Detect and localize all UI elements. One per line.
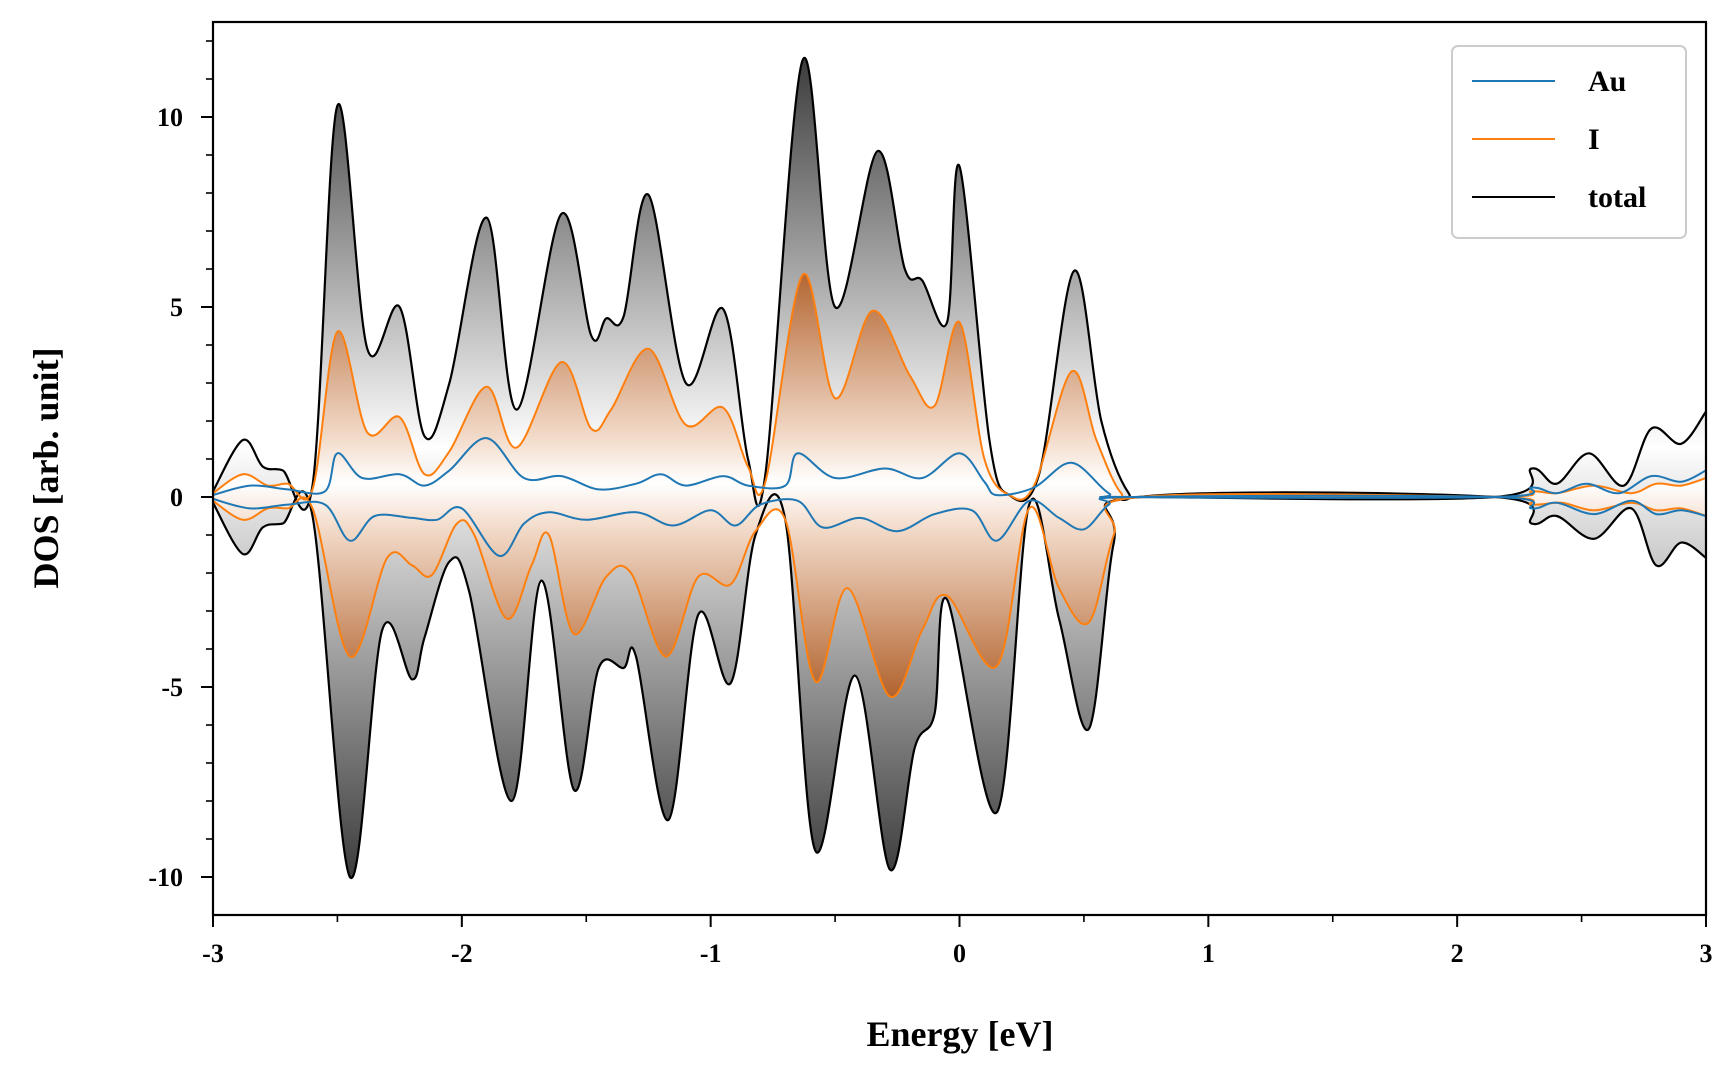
x-tick-label: -1 <box>700 939 722 968</box>
y-tick-label: 0 <box>170 483 183 512</box>
total-fill-up <box>213 57 1706 510</box>
y-axis-title: DOS [arb. unit] <box>26 347 66 588</box>
y-tick-label: 10 <box>157 103 183 132</box>
x-tick-label: -3 <box>202 939 224 968</box>
y-tick-label: -10 <box>148 863 183 892</box>
legend-label-au: Au <box>1588 65 1626 98</box>
x-axis-title: Energy [eV] <box>867 1014 1054 1054</box>
legend-label-total: total <box>1588 181 1646 214</box>
x-tick-label: 2 <box>1451 939 1464 968</box>
plot-area <box>213 56 1706 880</box>
x-tick-label: 0 <box>953 939 966 968</box>
y-tick-label: -5 <box>161 673 183 702</box>
i-fill-down <box>213 493 1706 698</box>
x-tick-label: 1 <box>1202 939 1215 968</box>
series-line-au-down <box>213 494 1706 557</box>
x-tick-label: -2 <box>451 939 473 968</box>
x-tick-label: 3 <box>1700 939 1713 968</box>
legend-label-i: I <box>1588 123 1600 156</box>
y-tick-label: 5 <box>170 293 183 322</box>
legend-frame <box>1451 45 1687 239</box>
y-axis: -10 -5 0 5 10 <box>148 40 213 892</box>
i-fill-up <box>213 273 1706 500</box>
x-axis: -3 -2 -1 0 1 2 3 <box>202 915 1713 968</box>
series-line-au-up <box>213 437 1706 499</box>
